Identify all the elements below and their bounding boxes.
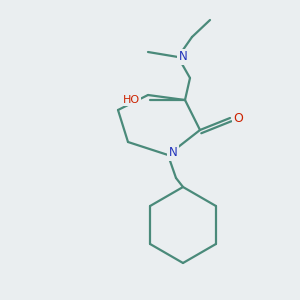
Text: O: O [233,112,243,124]
Text: N: N [178,50,188,64]
Text: N: N [169,146,177,160]
Text: HO: HO [123,95,140,105]
